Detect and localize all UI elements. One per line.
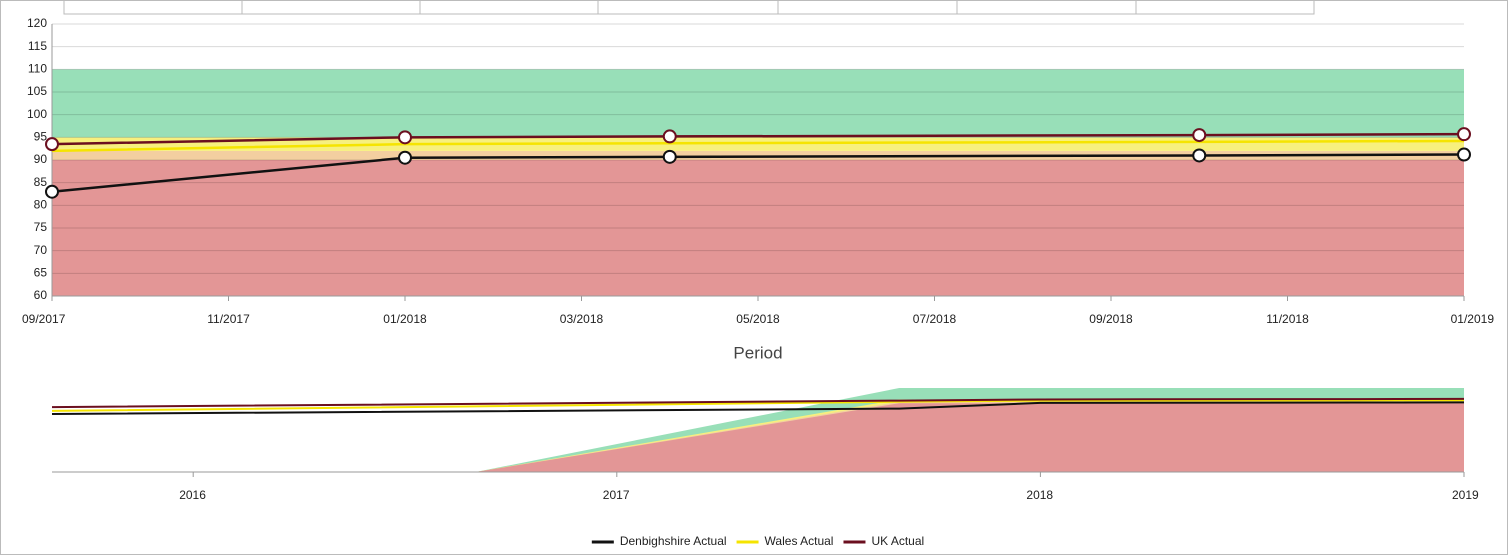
point [45, 184, 59, 199]
nav-line [51, 401, 1465, 415]
y-tick-label: 70 [34, 243, 48, 257]
y-tick-label: 95 [34, 130, 48, 144]
x-axis-title: Period [733, 343, 782, 362]
point [45, 137, 59, 152]
legend: Denbighshire Actual Wales Actual UK Actual [591, 534, 924, 548]
nav-tick-label: 2017 [603, 488, 630, 502]
y-tick-label: 120 [27, 16, 47, 30]
point [662, 149, 677, 164]
band [52, 69, 1464, 138]
y-tick-label: 105 [27, 84, 47, 98]
point [1457, 147, 1471, 162]
y-tick-label: 75 [34, 220, 48, 234]
point [398, 150, 412, 165]
header-strip [63, 0, 1315, 15]
nav-tick-label: 2018 [1026, 488, 1053, 502]
nav-line [51, 397, 1465, 409]
legend-label: Wales Actual [765, 534, 834, 548]
y-tick-label: 110 [28, 62, 47, 76]
point [398, 130, 412, 145]
x-tick-label: 01/2019 [1451, 312, 1495, 326]
nav-tick-label: 2019 [1452, 488, 1479, 502]
point [662, 129, 677, 144]
point [1192, 128, 1207, 143]
nav-tick-label: 2016 [179, 488, 206, 502]
y-tick-label: 115 [28, 39, 47, 53]
point [1457, 127, 1471, 142]
x-tick-label: 01/2018 [383, 312, 427, 326]
point [1192, 148, 1207, 163]
x-tick-label: 09/2018 [1089, 312, 1133, 326]
y-tick-label: 90 [34, 152, 48, 166]
nav-line [51, 399, 1465, 412]
y-tick-label: 60 [34, 288, 48, 302]
x-tick-label: 03/2018 [560, 312, 604, 326]
y-tick-label: 85 [34, 175, 48, 189]
x-tick-label: 05/2018 [736, 312, 780, 326]
x-tick-label: 07/2018 [913, 312, 957, 326]
x-tick-label: 09/2017 [22, 312, 66, 326]
band [52, 160, 1464, 296]
y-tick-label: 100 [27, 107, 47, 121]
nav-area [475, 403, 1465, 472]
x-tick-label: 11/2018 [1266, 312, 1309, 326]
y-tick-label: 65 [34, 266, 48, 280]
x-tick-label: 11/2017 [207, 312, 250, 326]
legend-label: UK Actual [871, 534, 924, 548]
legend-label: Denbighshire Actual [620, 534, 727, 548]
y-tick-label: 80 [34, 198, 48, 212]
